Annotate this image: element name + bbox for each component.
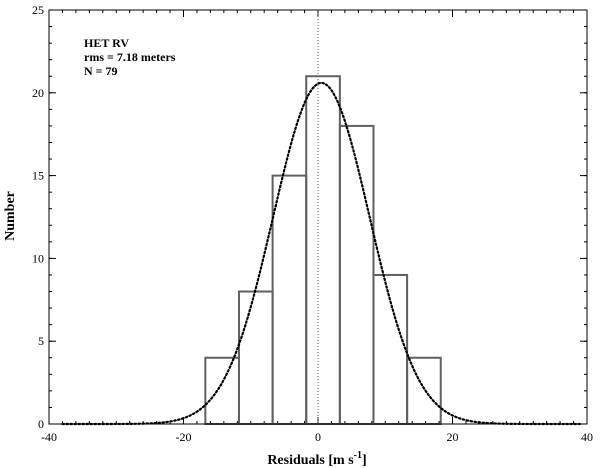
x-tick-label: -40 <box>41 430 57 444</box>
histogram-bars <box>204 75 442 426</box>
y-tick-label: 25 <box>32 3 44 17</box>
y-axis-title: Number <box>3 191 18 241</box>
x-axis-title-main: Residuals [m s <box>267 453 354 468</box>
x-tick-label: 20 <box>447 430 459 444</box>
x-axis-title-superscript: -1 <box>354 450 362 461</box>
histogram-bar <box>338 124 375 425</box>
histogram-bar <box>305 75 341 426</box>
annotation-title: HET RV <box>84 36 129 50</box>
x-tick-label: -20 <box>176 430 192 444</box>
x-tick-label: 0 <box>315 430 321 444</box>
histogram-bar <box>204 356 240 426</box>
y-tick-label: 10 <box>32 251 44 265</box>
x-axis-title-end: ] <box>362 453 367 468</box>
plot-frame <box>48 9 588 425</box>
y-tick-label: 20 <box>32 86 44 100</box>
annotation-block: HET RV rms = 7.18 meters N = 79 <box>84 36 176 78</box>
x-axis-title: Residuals [m s-1] <box>267 450 366 468</box>
y-tick-label: 15 <box>32 169 44 183</box>
annotation-rms: rms = 7.18 meters <box>84 50 176 64</box>
gaussian-fit-curve <box>61 81 582 426</box>
x-tick-labels: -40 -20 0 20 40 <box>41 430 593 444</box>
y-tick-label: 5 <box>38 334 44 348</box>
histogram-bar <box>271 174 308 425</box>
annotation-count: N = 79 <box>84 64 118 78</box>
y-tick-labels: 0 5 10 15 20 25 <box>32 3 44 431</box>
histogram-bar <box>237 290 274 425</box>
y-tick-label: 0 <box>38 417 44 431</box>
x-tick-label: 40 <box>581 430 593 444</box>
